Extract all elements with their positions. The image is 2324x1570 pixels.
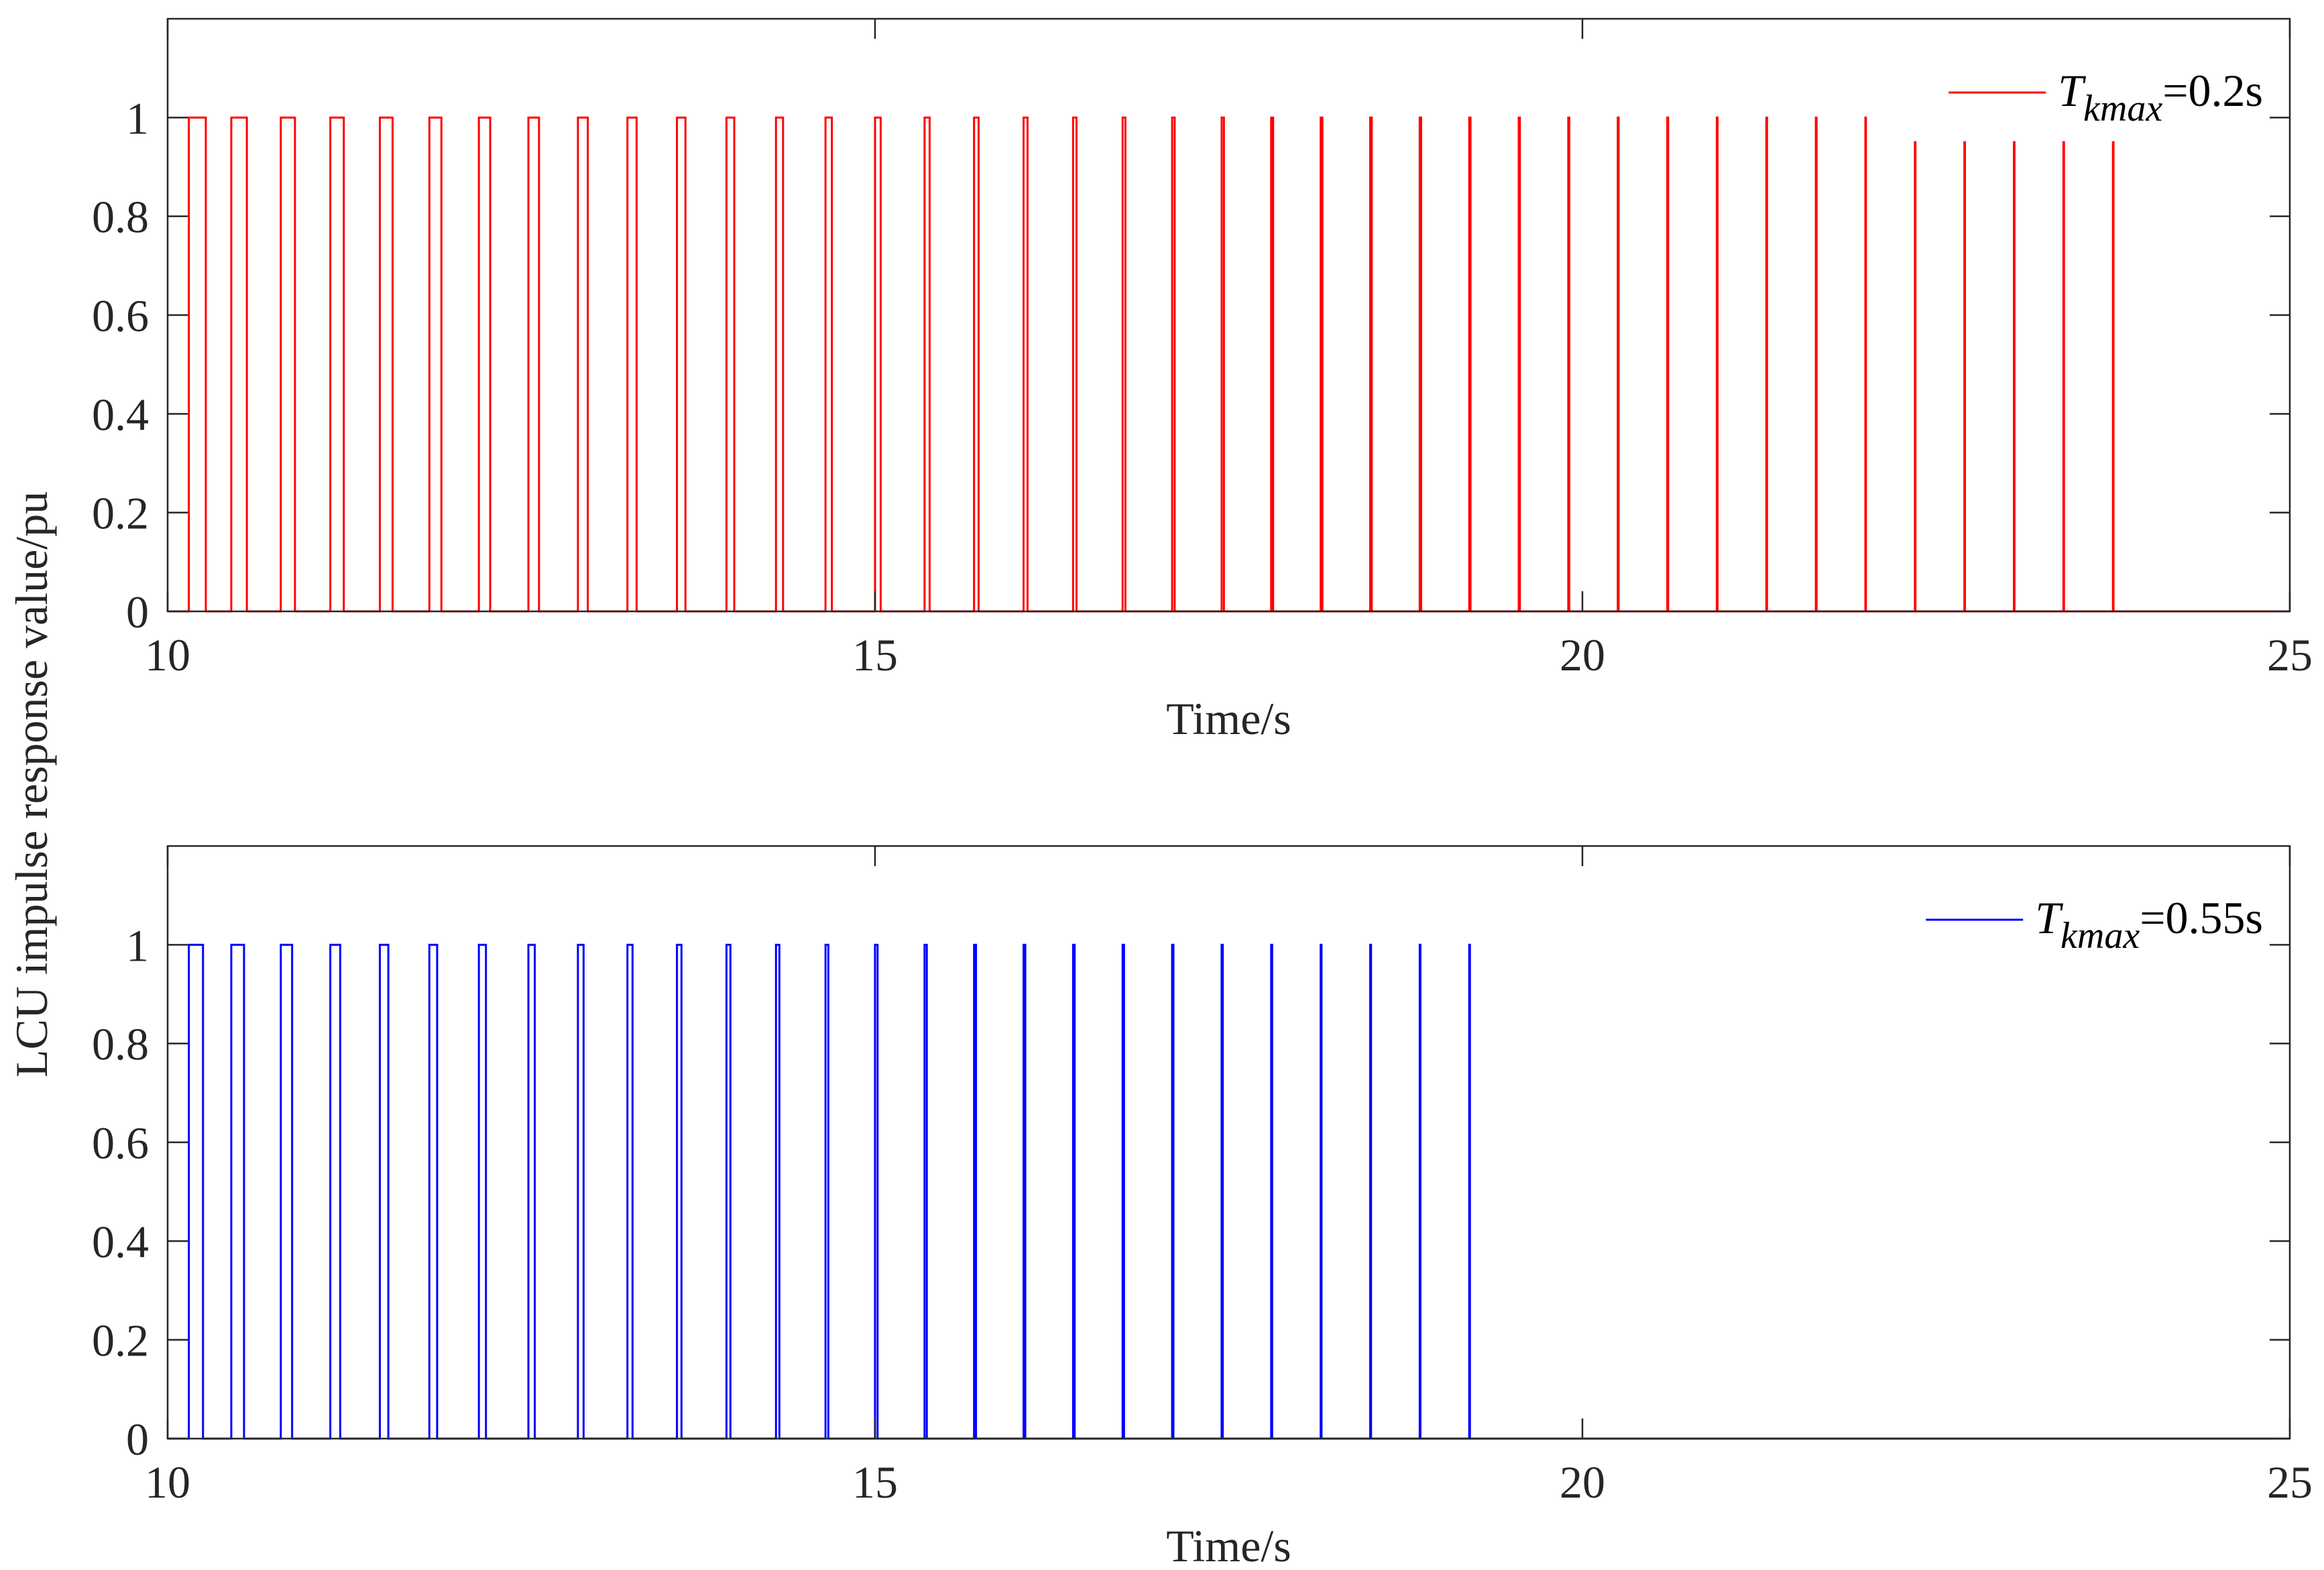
bottom-panel-legend-main: T xyxy=(2035,892,2063,943)
bottom-panel-y-tick-label: 0.8 xyxy=(92,1019,149,1070)
bottom-panel-y-tick-label: 0 xyxy=(126,1414,149,1465)
bottom-panel-x-tick-label: 10 xyxy=(145,1457,190,1508)
top-panel: 10 15 20 25 0 0.2 0.4 0.6 0.8 1 Time/s Tkmax=0.2s xyxy=(92,17,2313,744)
top-panel-legend: Tkmax=0.2s xyxy=(1949,65,2263,129)
top-panel-legend-label: Tkmax=0.2s xyxy=(2058,65,2263,129)
bottom-panel-y-tick-label: 1 xyxy=(126,920,149,971)
top-panel-legend-main: T xyxy=(2058,65,2086,116)
top-panel-legend-rest: =0.2s xyxy=(2162,65,2263,116)
top-panel-x-tick-label: 20 xyxy=(1560,629,1605,680)
bottom-panel-ticks: 10 15 20 25 0 0.2 0.4 0.6 0.8 1 xyxy=(92,846,2313,1508)
top-panel-x-tick-label: 10 xyxy=(145,629,190,680)
shared-y-axis-label: LCU impulse response value/pu xyxy=(6,491,57,1077)
top-panel-y-tick-label: 0.8 xyxy=(92,192,149,243)
top-panel-y-tick-label: 0.6 xyxy=(92,290,149,341)
bottom-panel-legend-label: Tkmax=0.55s xyxy=(2035,892,2263,957)
bottom-panel: 10 15 20 25 0 0.2 0.4 0.6 0.8 1 Time/s Tkmax=0.55… xyxy=(92,845,2313,1570)
bottom-panel-y-tick-label: 0.4 xyxy=(92,1216,149,1267)
top-panel-y-tick-label: 0 xyxy=(126,587,149,638)
bottom-panel-x-tick-label: 15 xyxy=(852,1457,898,1508)
top-panel-x-axis-label: Time/s xyxy=(1166,693,1291,744)
top-panel-ticks: 10 15 20 25 0 0.2 0.4 0.6 0.8 1 xyxy=(92,19,2313,680)
top-panel-legend-sub: kmax xyxy=(2083,88,2162,129)
bottom-panel-y-tick-label: 0.2 xyxy=(92,1315,149,1366)
bottom-panel-legend-sub: kmax xyxy=(2060,915,2140,957)
top-panel-y-tick-label: 1 xyxy=(126,93,149,143)
bottom-panel-y-tick-label: 0.6 xyxy=(92,1118,149,1168)
top-panel-y-tick-label: 0.4 xyxy=(92,389,149,440)
bottom-panel-legend: Tkmax=0.55s xyxy=(1926,892,2263,957)
bottom-panel-series xyxy=(168,943,2290,1440)
bottom-panel-x-tick-label: 25 xyxy=(2267,1457,2313,1508)
top-panel-y-tick-label: 0.2 xyxy=(92,488,149,539)
top-panel-x-tick-label: 25 xyxy=(2267,629,2313,680)
bottom-panel-legend-rest: =0.55s xyxy=(2140,892,2263,943)
bottom-panel-series-line-0 xyxy=(168,943,2290,1440)
bottom-panel-x-tick-label: 20 xyxy=(1560,1457,1605,1508)
top-panel-x-tick-label: 15 xyxy=(852,629,898,680)
bottom-panel-x-axis-label: Time/s xyxy=(1166,1520,1291,1570)
